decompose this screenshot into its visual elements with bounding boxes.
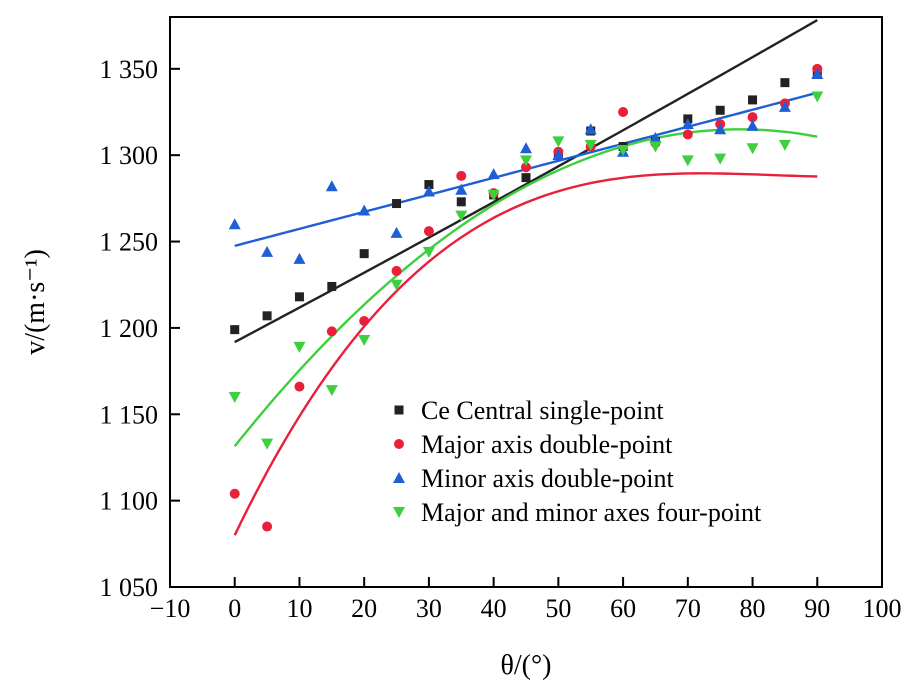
data-point	[714, 153, 727, 165]
y-tick-label: 1 300	[100, 141, 159, 170]
y-tick-label: 1 200	[100, 314, 159, 343]
x-tick-label: 60	[610, 594, 636, 623]
y-tick-label: 1 350	[100, 55, 159, 84]
data-point	[778, 139, 791, 151]
data-point	[325, 180, 338, 192]
data-point	[262, 311, 272, 321]
data-point	[293, 252, 306, 264]
data-point	[456, 170, 467, 181]
y-tick-label: 1 150	[100, 400, 159, 429]
legend-marker	[393, 507, 405, 518]
data-point	[261, 245, 274, 257]
data-point	[521, 173, 531, 183]
data-point	[391, 265, 402, 276]
data-point	[682, 129, 693, 140]
y-tick-label: 1 050	[100, 573, 159, 602]
data-point	[780, 78, 790, 88]
data-point	[748, 95, 758, 105]
data-point	[552, 136, 565, 148]
data-point	[649, 141, 662, 153]
data-point	[521, 162, 531, 173]
data-point	[520, 142, 532, 154]
y-axis-title: v/(m·s⁻¹)	[20, 249, 51, 355]
y-tick-label: 1 250	[100, 228, 159, 257]
data-point	[811, 91, 824, 103]
x-tick-label: 0	[228, 594, 241, 623]
x-tick-label: 20	[351, 594, 377, 623]
data-point	[228, 392, 241, 403]
data-point	[617, 145, 630, 156]
data-point	[422, 185, 435, 197]
x-tick-label: 70	[675, 594, 701, 623]
data-point	[618, 107, 629, 117]
data-point	[811, 68, 824, 79]
data-point	[487, 168, 500, 180]
x-tick-label: 90	[804, 594, 830, 623]
data-point	[681, 155, 694, 167]
data-point	[584, 123, 597, 135]
data-point	[325, 385, 338, 397]
legend-label: Ce Central single-point	[421, 396, 664, 425]
data-point	[778, 100, 791, 112]
x-tick-label: −10	[150, 594, 191, 623]
data-point	[228, 218, 241, 230]
data-point	[359, 316, 370, 326]
x-axis-title: θ/(°)	[500, 650, 551, 681]
y-tick-label: 1 100	[100, 487, 159, 516]
data-point	[584, 139, 597, 151]
x-tick-label: 100	[863, 594, 902, 623]
data-point	[456, 197, 466, 207]
y-axis-ticks: 1 050 1 100 1 150 1 200 1 250 1 300 1 350	[100, 55, 180, 602]
data-point	[229, 488, 240, 499]
x-tick-label: 50	[545, 594, 571, 623]
data-point	[714, 123, 727, 135]
data-point	[293, 341, 306, 353]
data-point	[424, 180, 434, 190]
data-point	[294, 292, 304, 302]
legend-marker	[393, 472, 405, 483]
data-point	[359, 249, 369, 259]
x-tick-label: 10	[286, 594, 312, 623]
data-point	[487, 189, 500, 201]
data-point	[230, 325, 240, 335]
data-point	[552, 149, 565, 161]
data-point	[261, 438, 274, 450]
data-point	[422, 246, 435, 258]
fit-line	[233, 172, 818, 536]
legend-label: Minor axis double-point	[421, 464, 675, 493]
x-tick-label: 30	[416, 594, 442, 623]
legend-marker	[394, 439, 404, 449]
data-points	[228, 63, 824, 532]
data-point	[326, 326, 337, 337]
data-point	[520, 155, 532, 167]
data-point	[294, 381, 305, 392]
data-point	[681, 118, 694, 130]
data-point	[262, 521, 273, 532]
data-point	[358, 335, 371, 346]
data-point	[746, 143, 759, 155]
data-point	[358, 204, 371, 216]
data-point	[392, 199, 402, 209]
x-axis-ticks: −10 0 10 20 30 40 50 60 70 80 90 100	[150, 577, 902, 623]
plot-frame	[169, 16, 883, 588]
data-point	[423, 226, 434, 237]
x-tick-label: 80	[740, 594, 766, 623]
legend-label: Major axis double-point	[421, 430, 673, 459]
data-point	[746, 119, 759, 131]
data-point	[715, 105, 725, 115]
legend-marker	[394, 405, 404, 415]
legend-label: Major and minor axes four-point	[421, 498, 762, 527]
data-point	[455, 210, 468, 222]
x-tick-label: 40	[481, 594, 507, 623]
legend: Ce Central single-point Major axis double…	[393, 396, 762, 527]
data-point	[649, 131, 662, 143]
data-point	[455, 183, 468, 195]
data-point	[327, 281, 337, 291]
data-point	[390, 279, 403, 291]
data-point	[747, 112, 758, 123]
data-point	[390, 226, 403, 238]
